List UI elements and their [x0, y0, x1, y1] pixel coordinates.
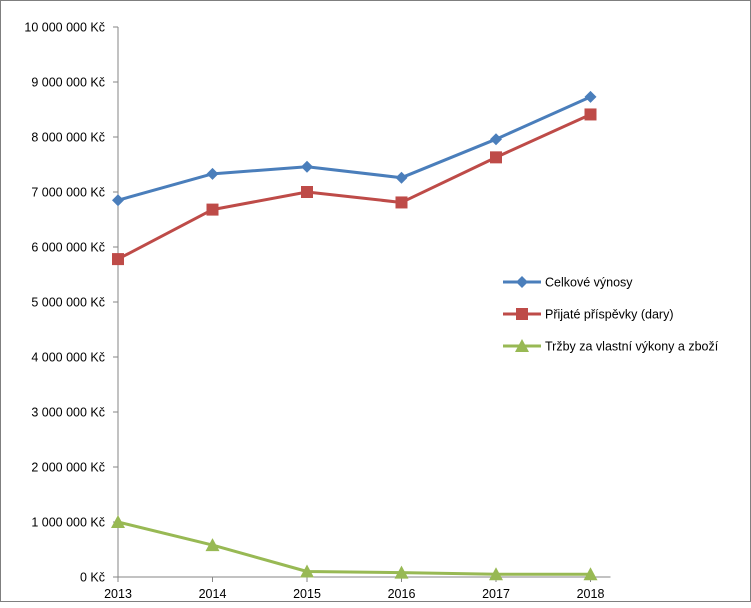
y-tick-label: 7 000 000 Kč: [31, 186, 105, 200]
series-lines: [111, 90, 598, 581]
data-point: [300, 564, 314, 578]
series-line: [117, 113, 592, 261]
data-point: [112, 253, 124, 266]
series-2: [112, 108, 597, 266]
data-point: [301, 186, 313, 198]
data-point: [206, 167, 219, 180]
legend: Celkové výnosy Přijaté příspěvky (dary) Tr…: [503, 276, 719, 354]
x-tick-label: 2015: [293, 587, 321, 601]
legend-entry: Přijaté příspěvky (dary): [503, 308, 674, 322]
y-tick-label: 8 000 000 Kč: [31, 131, 105, 145]
y-tick-label: 10 000 000 Kč: [24, 21, 105, 35]
legend-label: Přijaté příspěvky (dary): [545, 308, 674, 322]
legend-marker: [516, 276, 528, 288]
y-tick-label: 9 000 000 Kč: [31, 76, 105, 90]
legend-entry: Tržby za vlastní výkony a zboží: [503, 339, 719, 354]
y-axis-tick-labels: 0 Kč 1 000 000 Kč 2 000 000 Kč 3 000 000 Kč…: [24, 21, 105, 585]
y-tick-label: 5 000 000 Kč: [31, 296, 105, 310]
x-tick-label: 2016: [388, 587, 416, 601]
data-point: [395, 171, 408, 184]
data-point: [394, 565, 409, 579]
data-point: [395, 196, 408, 209]
data-point: [490, 151, 502, 164]
data-point: [584, 108, 597, 121]
data-point: [111, 515, 125, 528]
data-point: [112, 194, 124, 207]
legend-entry: Celkové výnosy: [503, 276, 633, 290]
x-tick-label: 2013: [104, 587, 132, 601]
data-point: [489, 567, 503, 581]
y-tick-label: 2 000 000 Kč: [31, 461, 105, 475]
y-tick-label: 6 000 000 Kč: [31, 241, 105, 255]
series-1: [112, 90, 597, 207]
data-point: [205, 538, 220, 552]
series-3: [111, 515, 598, 581]
y-tick-label: 1 000 000 Kč: [31, 516, 105, 530]
data-point: [490, 133, 502, 146]
x-tick-label: 2017: [482, 587, 510, 601]
axes: [113, 26, 611, 582]
x-tick-label: 2014: [199, 587, 227, 601]
y-tick-label: 0 Kč: [80, 571, 105, 585]
legend-marker: [516, 308, 528, 320]
series-line: [117, 95, 592, 202]
legend-label: Tržby za vlastní výkony a zboží: [545, 340, 719, 354]
series-line: [117, 520, 591, 576]
x-tick-label: 2018: [577, 587, 605, 601]
data-point: [301, 160, 313, 173]
y-tick-label: 3 000 000 Kč: [31, 406, 105, 420]
legend-label: Celkové výnosy: [545, 276, 633, 290]
data-point: [583, 567, 598, 581]
data-point: [584, 90, 597, 103]
y-tick-label: 4 000 000 Kč: [31, 351, 105, 365]
data-point: [206, 203, 219, 216]
legend-marker: [515, 339, 529, 352]
x-axis-tick-labels: 2013 2014 2015 2016 2017 2018: [104, 587, 604, 601]
